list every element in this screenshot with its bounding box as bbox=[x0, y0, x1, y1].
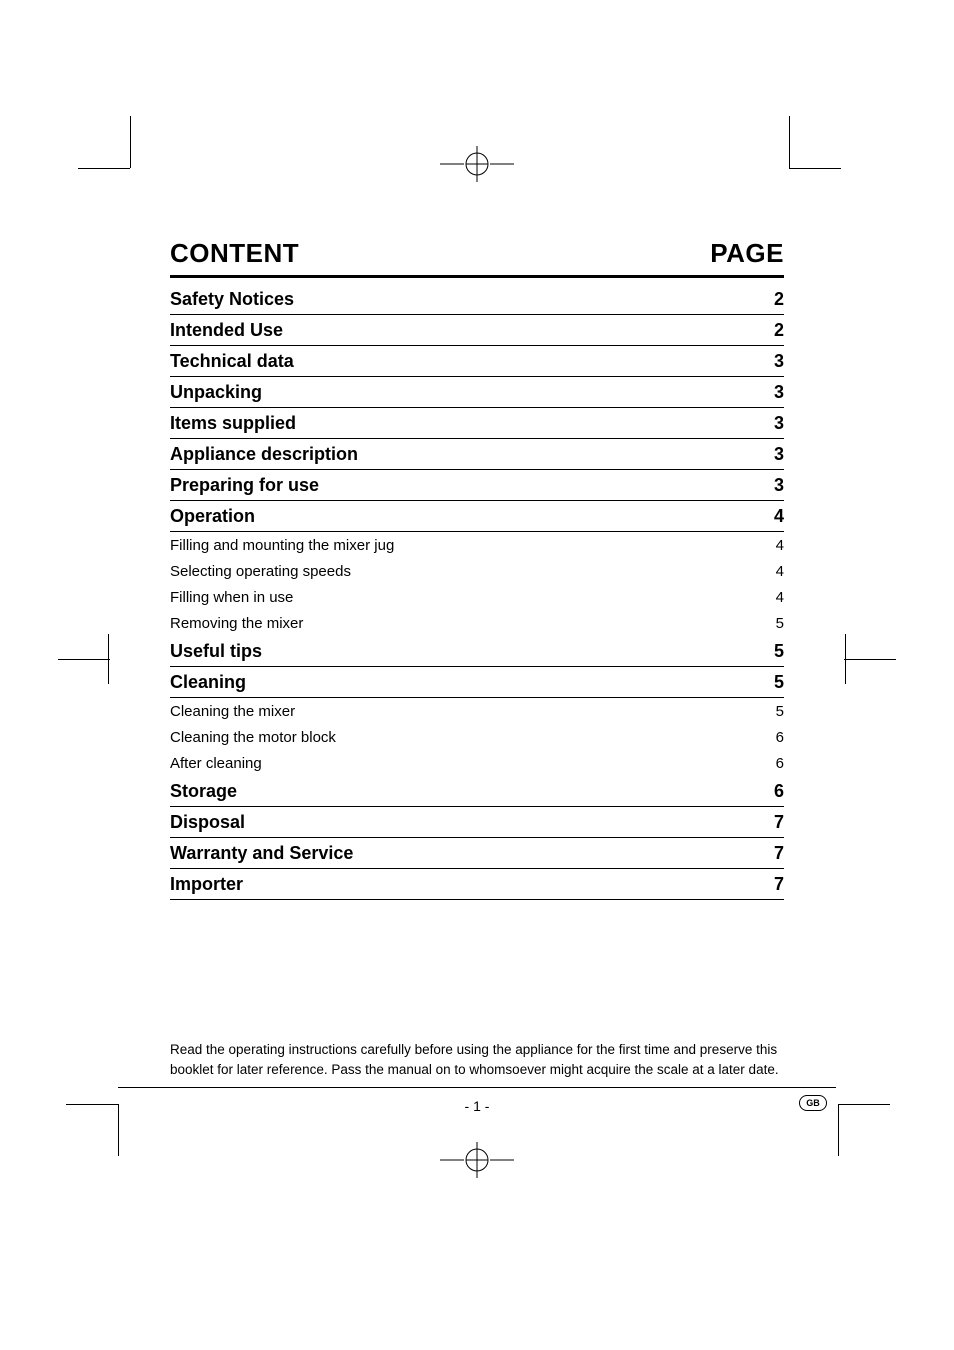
toc-title: Warranty and Service bbox=[170, 843, 353, 864]
toc-page: 6 bbox=[776, 729, 784, 746]
toc-page: 7 bbox=[774, 843, 784, 864]
toc-sub-row: After cleaning 6 bbox=[170, 750, 784, 776]
toc-title: Filling and mounting the mixer jug bbox=[170, 537, 394, 554]
toc-page: 3 bbox=[774, 444, 784, 465]
toc-section-row: Technical data 3 bbox=[170, 346, 784, 377]
toc-title: Appliance description bbox=[170, 444, 358, 465]
toc-page: 3 bbox=[774, 351, 784, 372]
toc-title: Items supplied bbox=[170, 413, 296, 434]
toc-page: 6 bbox=[774, 781, 784, 802]
page-content: CONTENT PAGE Safety Notices2Intended Use… bbox=[170, 238, 784, 900]
registration-mark-icon bbox=[440, 146, 514, 182]
toc-section-row: Storage 6 bbox=[170, 776, 784, 807]
toc-list: Safety Notices 2 Intended Use 2 Technical da… bbox=[170, 284, 784, 900]
toc-title: Technical data bbox=[170, 351, 294, 372]
crop-mark bbox=[789, 168, 841, 169]
crop-mark bbox=[130, 116, 131, 168]
crop-mark bbox=[58, 659, 110, 660]
toc-sub-row: Cleaning the motor block 6 bbox=[170, 724, 784, 750]
toc-section-row: Items supplied 3 bbox=[170, 408, 784, 439]
toc-page: 2 bbox=[774, 320, 784, 341]
toc-page: 4 bbox=[776, 563, 784, 580]
toc-section-row: Safety Notices 2 bbox=[170, 284, 784, 315]
toc-header: CONTENT PAGE bbox=[170, 238, 784, 278]
toc-header-left: CONTENT bbox=[170, 238, 299, 269]
toc-title: Operation bbox=[170, 506, 255, 527]
footer-rule bbox=[118, 1087, 836, 1088]
footer-note: Read the operating instructions carefull… bbox=[170, 1040, 784, 1079]
toc-section-row: Preparing for use 3 bbox=[170, 470, 784, 501]
toc-title: After cleaning bbox=[170, 755, 262, 772]
toc-page: 2 bbox=[774, 289, 784, 310]
toc-section-row: Cleaning 5 bbox=[170, 667, 784, 698]
registration-mark-icon bbox=[440, 1142, 514, 1178]
toc-title: Filling when in use bbox=[170, 589, 293, 606]
toc-page: 3 bbox=[774, 413, 784, 434]
toc-header-right: PAGE bbox=[710, 238, 784, 269]
toc-page: 4 bbox=[776, 589, 784, 606]
toc-sub-row: Cleaning the mixer 5 bbox=[170, 698, 784, 724]
toc-section-row: Operation 4 bbox=[170, 501, 784, 532]
crop-mark bbox=[78, 168, 130, 169]
toc-page: 3 bbox=[774, 475, 784, 496]
toc-section-row: Disposal 7 bbox=[170, 807, 784, 838]
toc-sub-row: Selecting operating speeds 4 bbox=[170, 558, 784, 584]
toc-title: Importer bbox=[170, 874, 243, 895]
toc-title: Cleaning the motor block bbox=[170, 729, 336, 746]
toc-title: Intended Use bbox=[170, 320, 283, 341]
language-badge: GB bbox=[799, 1095, 827, 1111]
toc-sub-row: Removing the mixer 5 bbox=[170, 610, 784, 636]
toc-section-row: Intended Use 2 bbox=[170, 315, 784, 346]
toc-page: 3 bbox=[774, 382, 784, 403]
toc-page: 5 bbox=[774, 641, 784, 662]
toc-title: Preparing for use bbox=[170, 475, 319, 496]
crop-mark bbox=[845, 634, 846, 684]
toc-page: 6 bbox=[776, 755, 784, 772]
toc-title: Cleaning the mixer bbox=[170, 703, 295, 720]
toc-page: 5 bbox=[774, 672, 784, 693]
toc-section-row: Unpacking 3 bbox=[170, 377, 784, 408]
toc-page: 7 bbox=[774, 874, 784, 895]
toc-page: 4 bbox=[774, 506, 784, 527]
crop-mark bbox=[108, 634, 109, 684]
toc-page: 5 bbox=[776, 615, 784, 632]
crop-mark bbox=[844, 659, 896, 660]
toc-section-row: Importer 7 bbox=[170, 869, 784, 900]
crop-mark bbox=[789, 116, 790, 168]
toc-title: Safety Notices bbox=[170, 289, 294, 310]
toc-sub-row: Filling and mounting the mixer jug 4 bbox=[170, 532, 784, 558]
toc-section-row: Appliance description 3 bbox=[170, 439, 784, 470]
toc-title: Unpacking bbox=[170, 382, 262, 403]
toc-title: Removing the mixer bbox=[170, 615, 303, 632]
toc-page: 7 bbox=[774, 812, 784, 833]
toc-section-row: Warranty and Service 7 bbox=[170, 838, 784, 869]
toc-page: 4 bbox=[776, 537, 784, 554]
toc-page: 5 bbox=[776, 703, 784, 720]
toc-title: Cleaning bbox=[170, 672, 246, 693]
toc-section-row: Useful tips 5 bbox=[170, 636, 784, 667]
toc-title: Disposal bbox=[170, 812, 245, 833]
toc-title: Storage bbox=[170, 781, 237, 802]
toc-title: Selecting operating speeds bbox=[170, 563, 351, 580]
toc-sub-row: Filling when in use 4 bbox=[170, 584, 784, 610]
toc-title: Useful tips bbox=[170, 641, 262, 662]
